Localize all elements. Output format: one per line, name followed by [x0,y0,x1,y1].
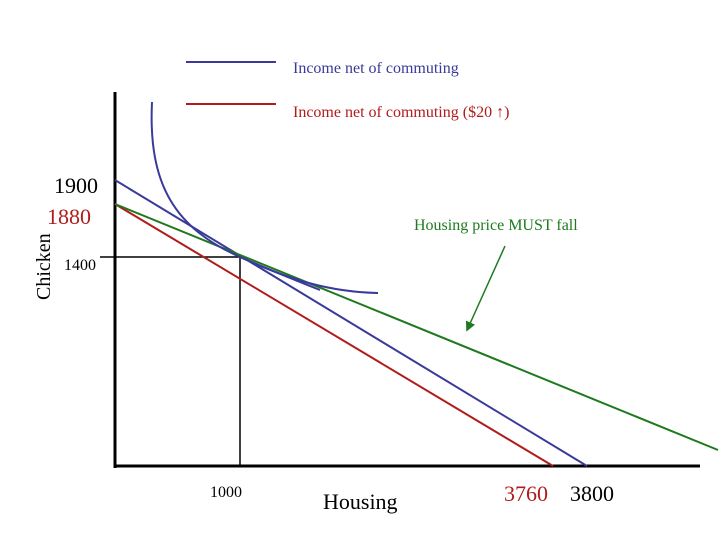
indifference-curve-blue [150,101,321,291]
x-axis-label: Housing [323,489,398,514]
indifference-curve-blue-tail [239,256,379,294]
green-budget-line [114,203,719,451]
y-tick-1880: 1880 [47,204,91,229]
x-tick-3760: 3760 [504,481,548,506]
annotation-text: Housing price MUST fall [414,217,578,234]
red-budget-line [114,203,554,467]
legend-red-label: Income net of commuting ($20 ↑) [293,104,509,121]
y-tick-1400: 1400 [64,257,96,274]
annotation-arrow [465,245,506,332]
x-tick-1000: 1000 [210,484,242,501]
y-tick-1900: 1900 [54,173,98,198]
y-axis-label: Chicken [33,233,55,300]
legend-blue-label: Income net of commuting [293,60,459,77]
x-tick-3800: 3800 [570,481,614,506]
